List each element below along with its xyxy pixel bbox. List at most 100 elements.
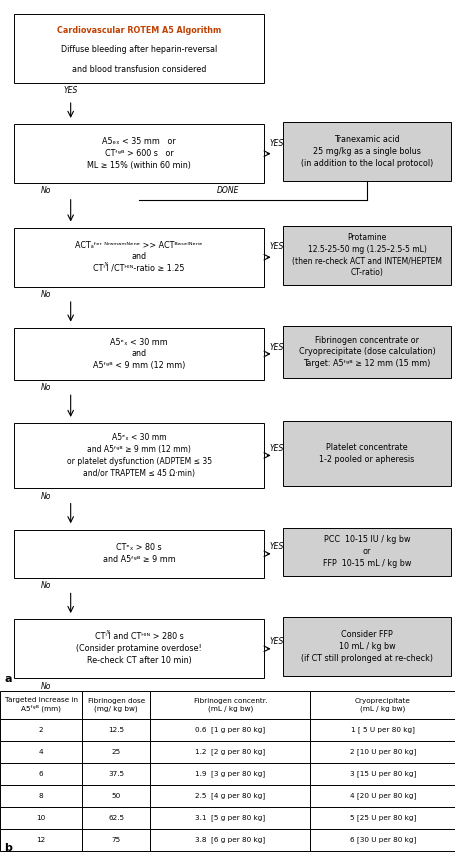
FancyBboxPatch shape <box>82 807 150 828</box>
Text: 25: 25 <box>111 749 121 755</box>
Text: PCC  10-15 IU / kg bw
or
FFP  10-15 mL / kg bw: PCC 10-15 IU / kg bw or FFP 10-15 mL / k… <box>322 535 410 568</box>
FancyBboxPatch shape <box>309 785 455 807</box>
Text: Platelet concentrate
1-2 pooled or apheresis: Platelet concentrate 1-2 pooled or apher… <box>319 443 414 463</box>
Text: No: No <box>40 681 51 691</box>
FancyBboxPatch shape <box>14 328 264 380</box>
Text: YES: YES <box>268 727 283 736</box>
FancyBboxPatch shape <box>82 763 150 785</box>
Text: No: No <box>40 186 51 196</box>
Text: 37.5: 37.5 <box>108 771 124 777</box>
FancyBboxPatch shape <box>0 741 82 763</box>
Text: No: No <box>40 492 51 501</box>
FancyBboxPatch shape <box>309 763 455 785</box>
Text: 50: 50 <box>111 793 121 799</box>
FancyBboxPatch shape <box>14 529 264 578</box>
Text: CTᴵἿ and CTᴴᴵᴺ > 280 s
(Consider protamine overdose!
Re-check CT after 10 min): CTᴵἿ and CTᴴᴵᴺ > 280 s (Consider protami… <box>76 633 202 665</box>
Text: 3 [15 U per 80 kg]: 3 [15 U per 80 kg] <box>349 770 415 777</box>
Text: 2 [10 U per 80 kg]: 2 [10 U per 80 kg] <box>349 749 415 755</box>
Text: No: No <box>40 383 51 392</box>
Text: CTᵉₓ > 80 s
and A5ᶠᶢᴮ ≥ 9 mm: CTᵉₓ > 80 s and A5ᶠᶢᴮ ≥ 9 mm <box>102 544 175 564</box>
Text: 3.8  [6 g per 80 kg]: 3.8 [6 g per 80 kg] <box>195 836 265 843</box>
Text: Cryoprecipitate
(mL / kg bw): Cryoprecipitate (mL / kg bw) <box>354 698 410 712</box>
FancyBboxPatch shape <box>282 326 450 378</box>
Text: YES: YES <box>268 139 283 148</box>
Text: No: No <box>40 581 51 591</box>
FancyBboxPatch shape <box>309 691 455 719</box>
FancyBboxPatch shape <box>14 14 264 83</box>
Text: YES: YES <box>268 542 283 551</box>
Text: 1 [ 5 U per 80 kg]: 1 [ 5 U per 80 kg] <box>350 727 414 734</box>
Text: DONE: DONE <box>216 186 239 196</box>
FancyBboxPatch shape <box>82 785 150 807</box>
Text: Cardiovascular ROTEM A5 Algorithm: Cardiovascular ROTEM A5 Algorithm <box>57 26 221 35</box>
FancyBboxPatch shape <box>150 763 309 785</box>
FancyBboxPatch shape <box>282 122 450 181</box>
Text: Ongoing bleeding: Ongoing bleeding <box>103 734 174 743</box>
Text: 0.6  [1 g per 80 kg]: 0.6 [1 g per 80 kg] <box>195 727 265 734</box>
Text: a: a <box>5 674 12 684</box>
FancyBboxPatch shape <box>150 691 309 719</box>
Text: 10: 10 <box>36 815 46 821</box>
Text: 2: 2 <box>39 727 43 733</box>
Text: Re-check after 10-15 min
using a new blood sample: Re-check after 10-15 min using a new blo… <box>314 726 419 747</box>
Text: 8: 8 <box>39 793 43 799</box>
FancyBboxPatch shape <box>309 719 455 741</box>
FancyBboxPatch shape <box>282 226 450 285</box>
Text: and blood transfusion considered: and blood transfusion considered <box>72 65 206 74</box>
Text: A5ᵉₓ < 30 mm
and
A5ᶠᶢᴮ < 9 mm (12 mm): A5ᵉₓ < 30 mm and A5ᶠᶢᴮ < 9 mm (12 mm) <box>93 338 185 370</box>
FancyBboxPatch shape <box>14 124 264 183</box>
Text: 75: 75 <box>111 837 121 843</box>
Text: 12: 12 <box>36 837 46 843</box>
Text: Fibrinogen dose
(mg/ kg bw): Fibrinogen dose (mg/ kg bw) <box>87 698 145 712</box>
FancyBboxPatch shape <box>0 828 82 851</box>
FancyBboxPatch shape <box>150 785 309 807</box>
FancyBboxPatch shape <box>282 617 450 676</box>
FancyBboxPatch shape <box>14 228 264 286</box>
Text: 6: 6 <box>39 771 43 777</box>
FancyBboxPatch shape <box>309 807 455 828</box>
FancyBboxPatch shape <box>150 807 309 828</box>
Text: YES: YES <box>268 343 283 351</box>
Text: A5ᵉₓ < 30 mm
and A5ᶠᶢᴮ ≥ 9 mm (12 mm)
or platelet dysfunction (ADPTEM ≤ 35
and/o: A5ᵉₓ < 30 mm and A5ᶠᶢᴮ ≥ 9 mm (12 mm) or… <box>66 433 211 478</box>
FancyBboxPatch shape <box>150 828 309 851</box>
Text: Diffuse bleeding after heparin-reversal: Diffuse bleeding after heparin-reversal <box>61 45 217 55</box>
Text: Targeted increase in
A5ᶠᶢᴮ (mm): Targeted increase in A5ᶠᶢᴮ (mm) <box>5 697 77 712</box>
Text: Tranexamic acid
25 mg/kg as a single bolus
(in addition to the local protocol): Tranexamic acid 25 mg/kg as a single bol… <box>300 135 432 168</box>
Text: Fibrinogen concentr.
(mL / kg bw): Fibrinogen concentr. (mL / kg bw) <box>193 698 266 712</box>
FancyBboxPatch shape <box>282 717 450 756</box>
Text: 1.2  [2 g per 80 kg]: 1.2 [2 g per 80 kg] <box>195 749 265 755</box>
Text: b: b <box>5 843 12 853</box>
Text: YES: YES <box>63 86 78 95</box>
Text: YES: YES <box>268 444 283 453</box>
Text: 4 [20 U per 80 kg]: 4 [20 U per 80 kg] <box>349 793 415 799</box>
Text: 2.5  [4 g per 80 kg]: 2.5 [4 g per 80 kg] <box>195 793 265 799</box>
FancyBboxPatch shape <box>150 719 309 741</box>
FancyBboxPatch shape <box>82 691 150 719</box>
FancyBboxPatch shape <box>0 785 82 807</box>
FancyBboxPatch shape <box>282 421 450 486</box>
Text: 4: 4 <box>39 749 43 755</box>
Text: No: No <box>40 290 51 299</box>
FancyBboxPatch shape <box>14 720 264 758</box>
Text: A5ₑₓ < 35 mm   or
CTᶠᶢᴮ > 600 s   or
ML ≥ 15% (within 60 min): A5ₑₓ < 35 mm or CTᶠᶢᴮ > 600 s or ML ≥ 15… <box>87 138 191 170</box>
Text: Protamine
12.5-25-50 mg (1.25–2.5-5 mL)
(then re-check ACT and INTEM/HEPTEM
CT-r: Protamine 12.5-25-50 mg (1.25–2.5-5 mL) … <box>292 233 441 277</box>
FancyBboxPatch shape <box>309 828 455 851</box>
FancyBboxPatch shape <box>14 619 264 678</box>
FancyBboxPatch shape <box>82 828 150 851</box>
FancyBboxPatch shape <box>82 719 150 741</box>
Text: 12.5: 12.5 <box>108 727 124 733</box>
FancyBboxPatch shape <box>0 691 82 719</box>
FancyBboxPatch shape <box>82 741 150 763</box>
Text: YES: YES <box>268 637 283 646</box>
FancyBboxPatch shape <box>14 422 264 488</box>
Text: ACTₐᶠᵉʳ ᴺʳᵃᵐᵃᵐᴺᵉⁿᵉ >> ACTᴮᵃˢᵉˡᴺᵉⁿᵉ
and
CTᴵἿ /CTᴴᴵᴺ-ratio ≥ 1.25: ACTₐᶠᵉʳ ᴺʳᵃᵐᵃᵐᴺᵉⁿᵉ >> ACTᴮᵃˢᵉˡᴺᵉⁿᵉ and C… <box>75 240 202 274</box>
FancyBboxPatch shape <box>150 741 309 763</box>
Text: 6 [30 U per 80 kg]: 6 [30 U per 80 kg] <box>349 836 415 843</box>
Text: 3.1  [5 g per 80 kg]: 3.1 [5 g per 80 kg] <box>195 814 265 821</box>
Text: Consider FFP
10 mL / kg bw
(if CT still prolonged at re-check): Consider FFP 10 mL / kg bw (if CT still … <box>300 630 432 663</box>
FancyBboxPatch shape <box>282 528 450 576</box>
FancyBboxPatch shape <box>309 741 455 763</box>
FancyBboxPatch shape <box>0 719 82 741</box>
Text: Fibrinogen concentrate or
Cryoprecipitate (dose calculation)
Target: A5ᶠᶢᴮ ≥ 12 : Fibrinogen concentrate or Cryoprecipitat… <box>298 335 435 369</box>
Text: 62.5: 62.5 <box>108 815 124 821</box>
